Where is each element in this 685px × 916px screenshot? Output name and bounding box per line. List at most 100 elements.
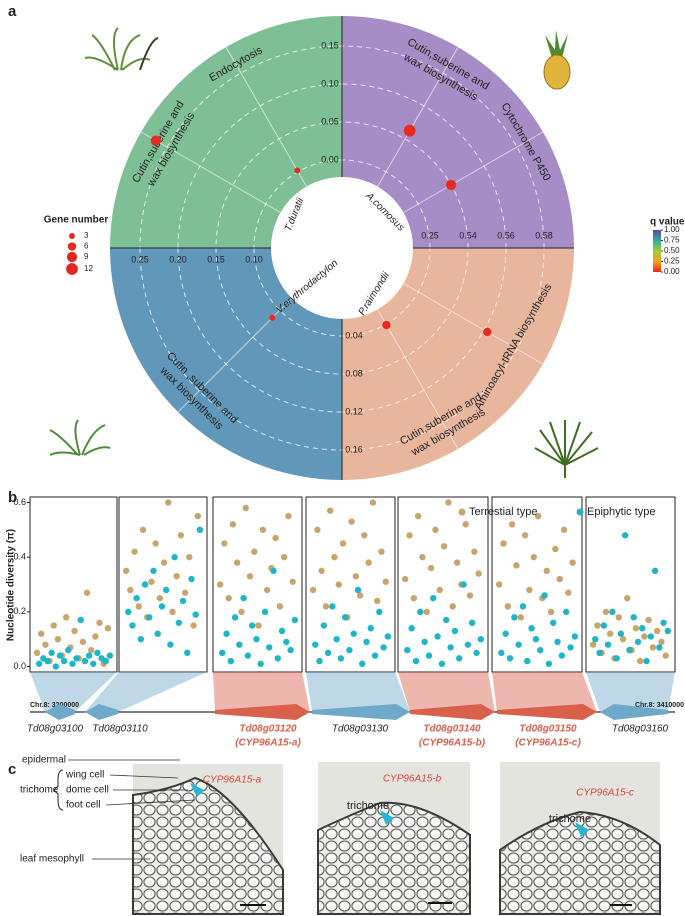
colorbar-tick-label: 0.00 xyxy=(664,267,680,276)
scatter-point xyxy=(594,622,601,629)
radial-tick-label: 0.04 xyxy=(345,330,363,340)
annotation: dome cell xyxy=(66,785,109,796)
scatter-point xyxy=(506,655,514,662)
scatter-point xyxy=(35,660,43,667)
radial-tick-label: 0.25 xyxy=(421,230,439,240)
colorbar xyxy=(653,230,661,272)
spoke xyxy=(225,46,307,187)
scatter-point xyxy=(664,627,672,635)
scatter-point xyxy=(462,521,469,528)
scatter-point xyxy=(530,553,537,561)
scatter-point xyxy=(550,619,557,626)
spoke xyxy=(377,309,459,450)
panel-label: c xyxy=(8,761,16,778)
plant-icon xyxy=(84,27,159,71)
scatter-point xyxy=(102,657,109,665)
scatter-point xyxy=(270,567,277,575)
grid-arc xyxy=(341,247,431,337)
radial-tick-label: 0.20 xyxy=(169,254,187,264)
scatter-point xyxy=(445,499,452,506)
image-label: trichome xyxy=(347,800,389,812)
grid-arc xyxy=(341,247,545,451)
scatter-point xyxy=(471,548,478,555)
scatter-point xyxy=(508,521,516,528)
scatter-point xyxy=(92,633,99,640)
gene-alias: (CYP96A15-b) xyxy=(419,738,486,749)
scatter-point xyxy=(460,581,467,588)
window-box xyxy=(492,497,582,672)
scatter-point xyxy=(154,630,161,637)
grid-arc xyxy=(341,159,431,249)
window-box xyxy=(213,497,302,672)
scatter-point xyxy=(438,660,446,667)
scatter-point xyxy=(225,594,232,602)
radial-tick-label: 0.16 xyxy=(345,444,363,454)
scatter-point xyxy=(87,646,95,654)
scatter-point xyxy=(280,553,288,561)
scatter-point xyxy=(380,644,387,651)
window-frame xyxy=(585,496,676,673)
scatter-point xyxy=(177,532,185,539)
window-frame xyxy=(29,496,118,673)
scatter-point xyxy=(248,622,256,629)
scatter-point xyxy=(498,649,505,657)
scatter-point xyxy=(541,592,548,599)
scatter-point xyxy=(229,521,237,528)
gene-arrow xyxy=(497,704,597,720)
scatter-point xyxy=(632,625,640,632)
point xyxy=(446,179,457,191)
window-box xyxy=(398,497,488,672)
scatter-point xyxy=(543,567,550,575)
scatter-point xyxy=(181,589,189,596)
colorbar-tick-label: 1.00 xyxy=(664,225,680,234)
scatter-point xyxy=(167,641,174,648)
plant-icon xyxy=(49,419,111,456)
scatter-point xyxy=(626,646,633,654)
scatter-point xyxy=(335,581,342,588)
scatter-point xyxy=(350,630,357,637)
scatter-point xyxy=(521,532,529,539)
radial-tick-label: 0.25 xyxy=(131,254,149,264)
scatter-point xyxy=(634,638,642,646)
scatter-point xyxy=(434,633,441,640)
window-connector xyxy=(492,672,597,712)
window-connector xyxy=(306,672,410,712)
gene-name: Td08g03150 xyxy=(519,724,577,735)
gene-arrow xyxy=(410,704,495,720)
scatter-point xyxy=(427,564,435,572)
scatter-point xyxy=(504,603,512,610)
gene-name: Td08g03140 xyxy=(423,724,481,735)
scatter-point xyxy=(352,573,360,580)
scatter-point xyxy=(440,543,448,550)
scatter-point xyxy=(289,578,296,585)
radial-tick-label: 0.58 xyxy=(535,230,553,240)
grid-arc xyxy=(341,45,545,249)
scatter-point xyxy=(63,614,70,621)
scatter-point xyxy=(443,616,450,624)
plant-icon xyxy=(534,420,599,478)
scatter-point xyxy=(560,526,568,534)
scatter-point xyxy=(567,644,574,651)
y-tick-label: 0.0 xyxy=(13,661,26,671)
scatter-point xyxy=(532,635,540,643)
radial-tick-label: 0.10 xyxy=(321,78,339,88)
scatter-point xyxy=(244,652,252,659)
scatter-point xyxy=(129,622,136,629)
grid-arc xyxy=(139,45,343,249)
gene-arrow xyxy=(45,704,75,720)
scatter-point xyxy=(425,652,433,659)
scatter-point xyxy=(369,499,377,506)
scatter-point xyxy=(324,649,332,657)
scatter-point xyxy=(223,630,230,637)
scatter-point xyxy=(79,638,87,646)
window-frame xyxy=(118,496,208,673)
point xyxy=(150,135,161,146)
scatter-point xyxy=(162,586,170,594)
scatter-point xyxy=(378,548,385,555)
scatter-point xyxy=(276,603,284,610)
legend-label: Terrestial type xyxy=(469,506,537,518)
scatter-point xyxy=(524,657,531,665)
scatter-point xyxy=(186,553,193,561)
scatter-point xyxy=(278,627,286,635)
scatter-point xyxy=(44,657,51,665)
